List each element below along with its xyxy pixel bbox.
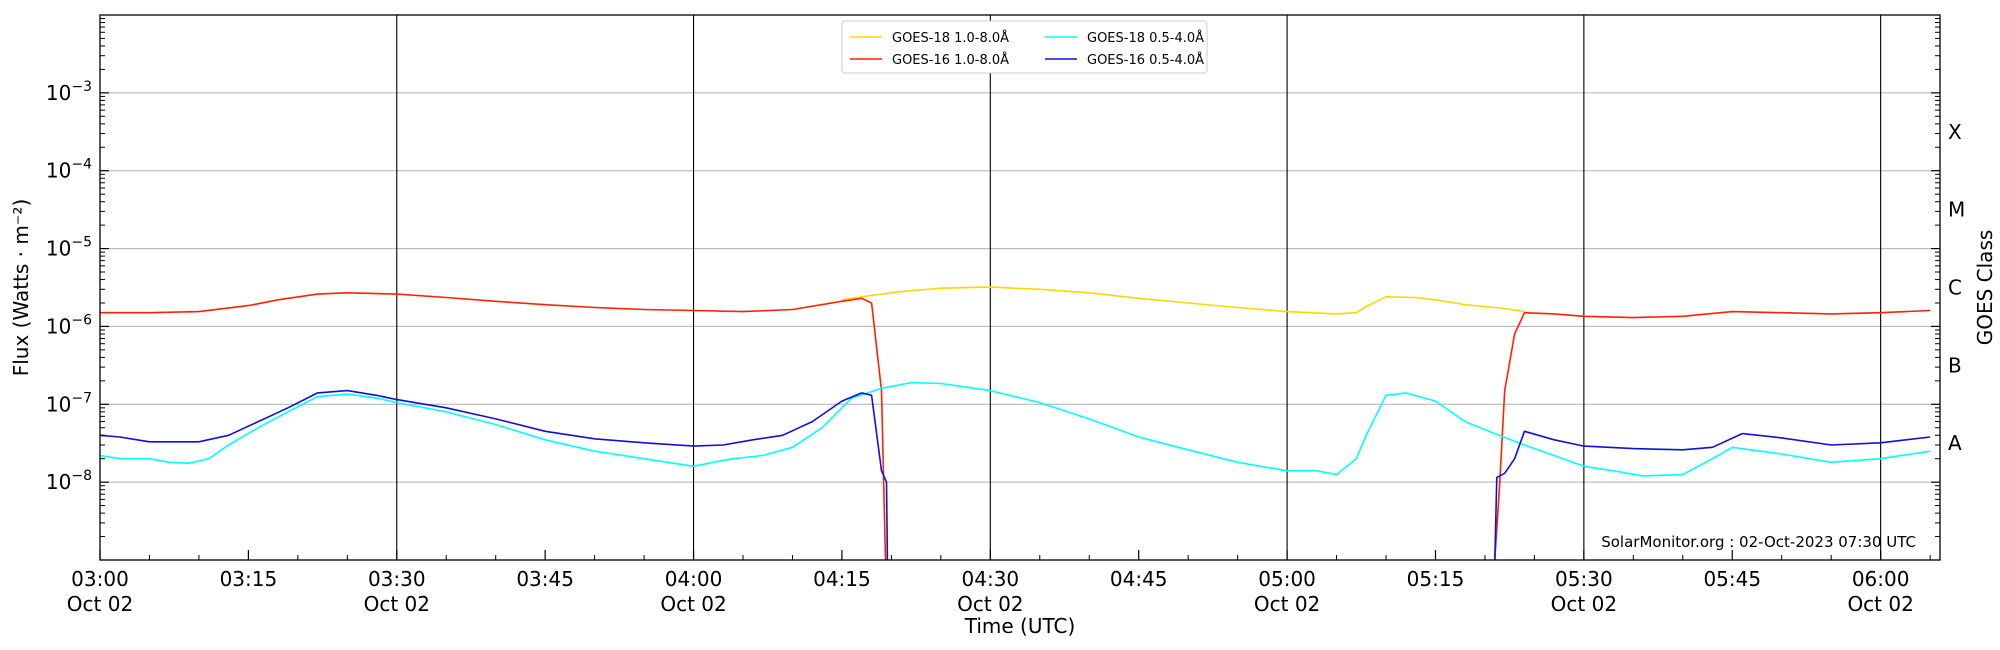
goes-class-label: X [1948, 120, 1962, 144]
series-layer [99, 286, 1931, 561]
goes-class-label: C [1948, 276, 1962, 300]
y-tick-label: 10−8 [46, 468, 92, 494]
goes-class-label: A [1948, 431, 1962, 455]
credit-text: SolarMonitor.org : 02-Oct-2023 07:30 UTC [1601, 533, 1916, 551]
x-tick-date-label: Oct 02 [1847, 592, 1913, 616]
series-line [99, 389, 889, 561]
x-tick-label: 03:45 [516, 567, 574, 591]
x-tick-label: 05:30 [1555, 567, 1613, 591]
legend-label: GOES-18 0.5-4.0Å [1087, 30, 1204, 46]
y-tick-label: 10−3 [46, 79, 92, 105]
x-tick-label: 05:15 [1407, 567, 1465, 591]
x-tick-date-label: Oct 02 [364, 592, 430, 616]
x-axis-label: Time (UTC) [964, 614, 1076, 638]
x-tick-date-label: Oct 02 [957, 592, 1023, 616]
x-tick-label: 05:00 [1258, 567, 1316, 591]
x-tick-date-label: Oct 02 [1551, 592, 1617, 616]
x-tick-label: 06:00 [1852, 567, 1910, 591]
legend-label: GOES-16 1.0-8.0Å [892, 52, 1009, 68]
x-tick-date-label: Oct 02 [67, 592, 133, 616]
plot-frame [99, 14, 1941, 561]
goes-class-label: B [1948, 353, 1962, 377]
series-line [100, 291, 887, 561]
x-tick-label: 04:30 [962, 567, 1020, 591]
goes-class-label: M [1948, 198, 1965, 222]
legend-label: GOES-18 1.0-8.0Å [892, 30, 1009, 46]
y-tick-label: 10−5 [46, 235, 92, 261]
x-tick-label: 03:15 [220, 567, 278, 591]
y-axis-label: Flux (Watts · m⁻²) [9, 199, 33, 377]
y-tick-label: 10−6 [46, 312, 92, 338]
y-tick-label: 10−4 [46, 157, 92, 183]
series-line [1494, 309, 1931, 561]
legend: GOES-18 1.0-8.0Å GOES-18 0.5-4.0Å GOES-16 … [841, 20, 1208, 74]
right-axis-label: GOES Class [1973, 230, 1997, 346]
series-line [841, 286, 1525, 315]
legend-label: GOES-16 0.5-4.0Å [1087, 52, 1204, 68]
series-line [1494, 430, 1931, 561]
x-tick-label: 05:45 [1703, 567, 1761, 591]
x-tick-label: 04:45 [1110, 567, 1168, 591]
x-tick-label: 03:00 [71, 567, 129, 591]
x-tick-label: 04:15 [813, 567, 871, 591]
x-tick-date-label: Oct 02 [660, 592, 726, 616]
x-tick-date-label: Oct 02 [1254, 592, 1320, 616]
y-tick-label: 10−7 [46, 390, 92, 416]
x-tick-label: 03:30 [368, 567, 426, 591]
x-tick-label: 04:00 [665, 567, 723, 591]
series-line [99, 381, 1931, 477]
grid-layer [100, 15, 1940, 560]
legend-box [841, 20, 1208, 74]
